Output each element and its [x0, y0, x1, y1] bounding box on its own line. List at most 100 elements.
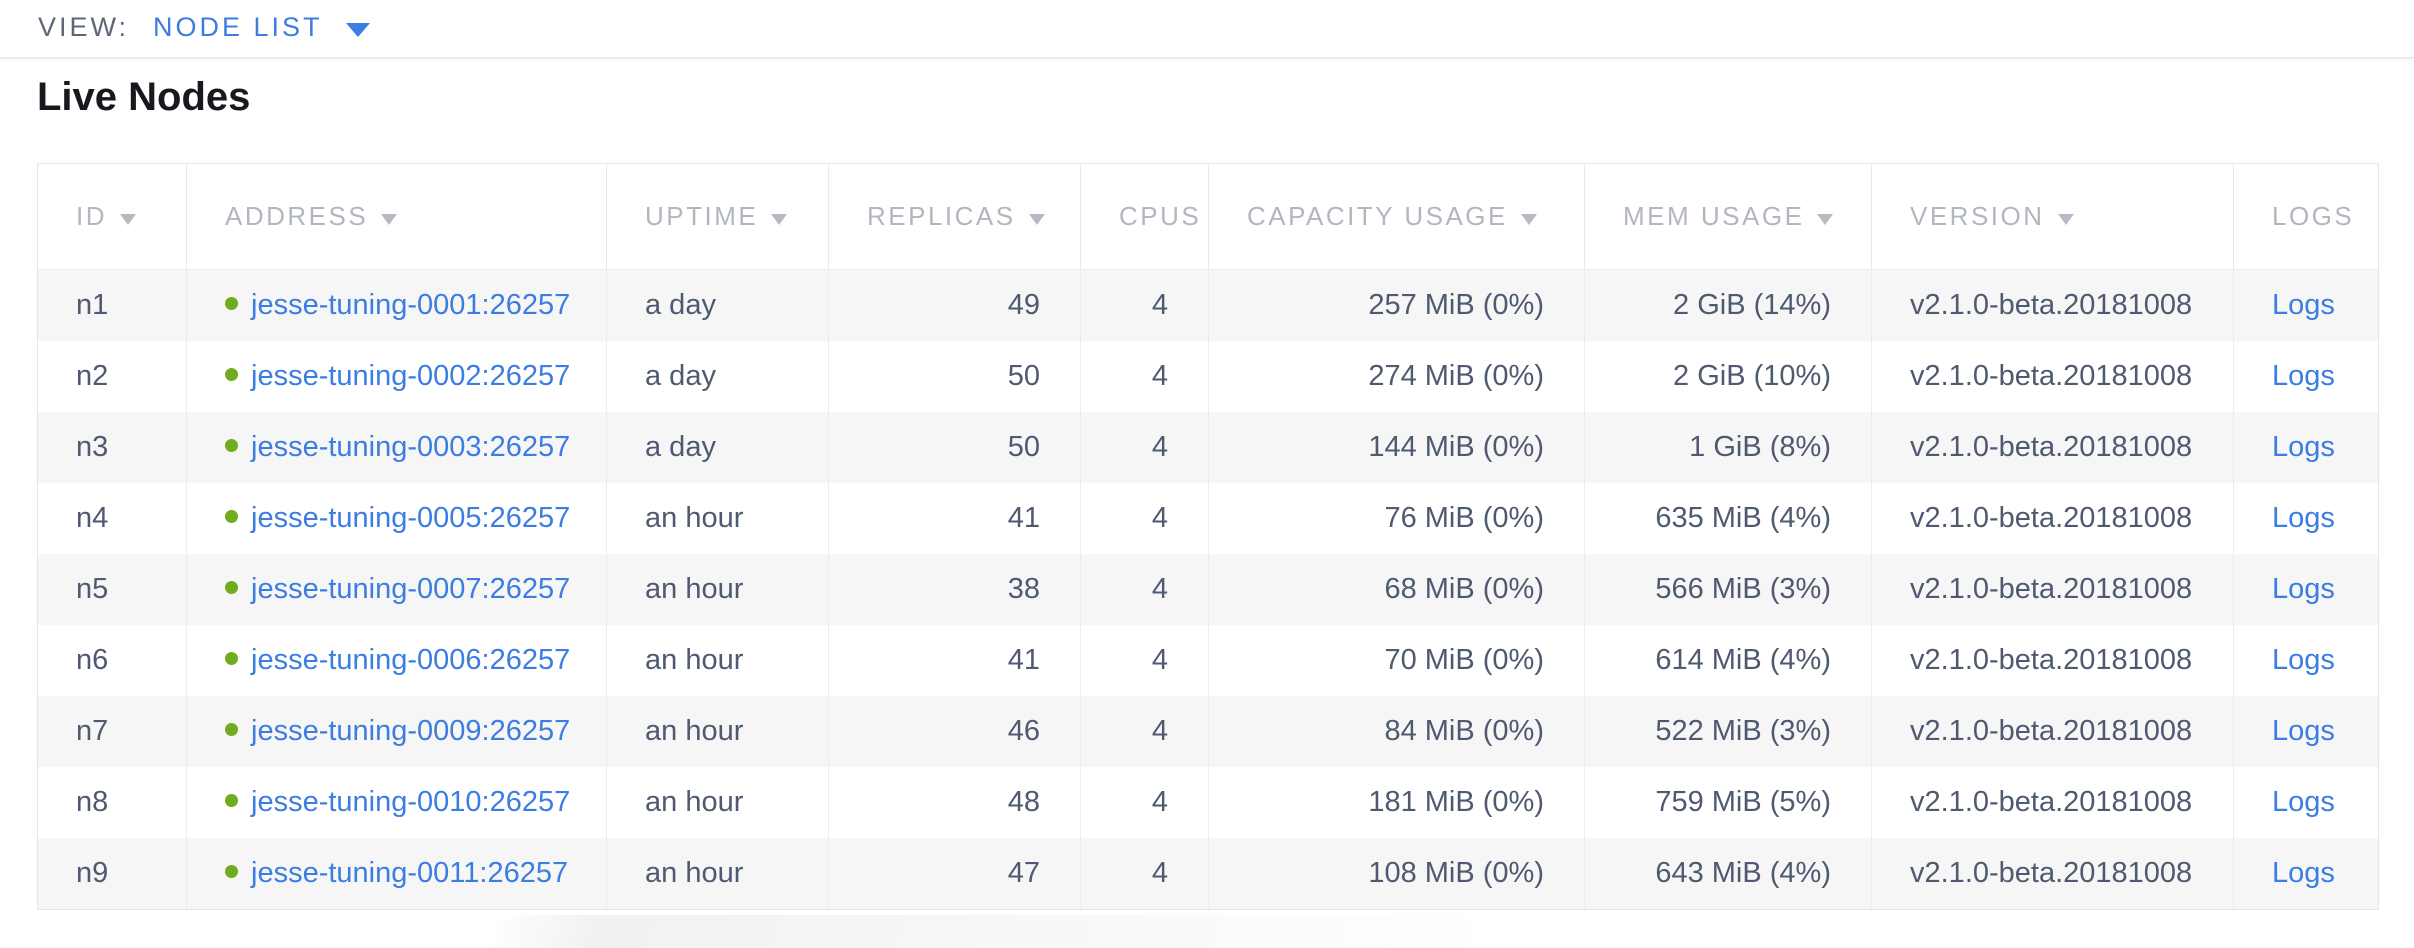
cell-version: v2.1.0-beta.20181008 [1872, 838, 2234, 909]
column-header-label: CAPACITY USAGE [1247, 201, 1508, 231]
logs-link[interactable]: Logs [2272, 857, 2335, 889]
cell-replicas: 48 [829, 767, 1081, 838]
cell-mem: 566 MiB (3%) [1585, 554, 1872, 625]
cell-uptime: an hour [607, 625, 829, 696]
live-nodes-table: ID ADDRESS UPTIME REPLICAS CPUS CAPACITY USAG… [37, 163, 2379, 910]
logs-link[interactable]: Logs [2272, 502, 2335, 534]
cell-uptime: an hour [607, 767, 829, 838]
cell-mem: 522 MiB (3%) [1585, 696, 1872, 767]
column-header-label: MEM USAGE [1623, 201, 1805, 231]
table-row: n5 jesse-tuning-0007:26257 an hour 38 4 68 Mi… [38, 554, 2378, 625]
cell-uptime: an hour [607, 554, 829, 625]
cell-capacity: 76 MiB (0%) [1209, 483, 1585, 554]
column-header-uptime[interactable]: UPTIME [607, 164, 829, 270]
cell-version: v2.1.0-beta.20181008 [1872, 696, 2234, 767]
cell-capacity: 84 MiB (0%) [1209, 696, 1585, 767]
cell-cpus: 4 [1081, 341, 1209, 412]
node-live-status-icon [225, 864, 238, 878]
table-row: n6 jesse-tuning-0006:26257 an hour 41 4 70 Mi… [38, 625, 2378, 696]
node-address-link[interactable]: jesse-tuning-0009:26257 [251, 715, 571, 747]
cell-address: jesse-tuning-0001:26257 [187, 270, 607, 341]
cell-address: jesse-tuning-0002:26257 [187, 341, 607, 412]
cell-logs: Logs [2234, 341, 2378, 412]
sort-arrow-icon [1520, 214, 1537, 225]
column-header-id[interactable]: ID [38, 164, 187, 270]
cell-capacity: 144 MiB (0%) [1209, 412, 1585, 483]
node-live-status-icon [225, 509, 238, 523]
view-label: VIEW: [38, 12, 130, 42]
cell-mem: 635 MiB (4%) [1585, 483, 1872, 554]
logs-link[interactable]: Logs [2272, 573, 2335, 605]
cell-cpus: 4 [1081, 270, 1209, 341]
column-header-replicas[interactable]: REPLICAS [829, 164, 1081, 270]
column-header-label: CPUS [1119, 201, 1202, 231]
table-row: n7 jesse-tuning-0009:26257 an hour 46 4 84 Mi… [38, 696, 2378, 767]
node-address-link[interactable]: jesse-tuning-0002:26257 [251, 360, 571, 392]
cell-uptime: a day [607, 412, 829, 483]
cell-address: jesse-tuning-0005:26257 [187, 483, 607, 554]
node-address-link[interactable]: jesse-tuning-0007:26257 [251, 573, 571, 605]
node-address-link[interactable]: jesse-tuning-0003:26257 [251, 431, 571, 463]
cell-capacity: 68 MiB (0%) [1209, 554, 1585, 625]
table-row: n8 jesse-tuning-0010:26257 an hour 48 4 181 M… [38, 767, 2378, 838]
logs-link[interactable]: Logs [2272, 715, 2335, 747]
node-address-link[interactable]: jesse-tuning-0010:26257 [251, 786, 571, 818]
cell-capacity: 108 MiB (0%) [1209, 838, 1585, 909]
column-header-version[interactable]: VERSION [1872, 164, 2234, 270]
cell-logs: Logs [2234, 483, 2378, 554]
sort-arrow-icon [771, 214, 788, 225]
cell-logs: Logs [2234, 270, 2378, 341]
column-header-address[interactable]: ADDRESS [187, 164, 607, 270]
column-header-label: LOGS [2272, 201, 2355, 231]
nodes-table-body: n1 jesse-tuning-0001:26257 a day 49 4 257 MiB… [38, 270, 2378, 909]
cell-logs: Logs [2234, 838, 2378, 909]
cell-id: n3 [38, 412, 187, 483]
node-address-link[interactable]: jesse-tuning-0011:26257 [251, 857, 569, 889]
sort-arrow-icon [2057, 214, 2074, 225]
column-header-label: REPLICAS [867, 201, 1016, 231]
cell-address: jesse-tuning-0010:26257 [187, 767, 607, 838]
cell-cpus: 4 [1081, 483, 1209, 554]
cell-replicas: 41 [829, 625, 1081, 696]
cell-version: v2.1.0-beta.20181008 [1872, 341, 2234, 412]
node-address-link[interactable]: jesse-tuning-0006:26257 [251, 644, 571, 676]
cell-mem: 1 GiB (8%) [1585, 412, 1872, 483]
cell-cpus: 4 [1081, 696, 1209, 767]
live-nodes-section: Live Nodes ID ADDRESS UPTIME REPLICAS CPUS CA… [0, 73, 2414, 910]
cell-id: n8 [38, 767, 187, 838]
cell-mem: 643 MiB (4%) [1585, 838, 1872, 909]
cell-replicas: 49 [829, 270, 1081, 341]
cell-uptime: a day [607, 341, 829, 412]
cell-replicas: 50 [829, 412, 1081, 483]
cell-logs: Logs [2234, 625, 2378, 696]
column-header-capacity[interactable]: CAPACITY USAGE [1209, 164, 1585, 270]
cell-uptime: an hour [607, 483, 829, 554]
logs-link[interactable]: Logs [2272, 786, 2335, 818]
view-selected-value: NODE LIST [153, 12, 323, 42]
view-dropdown[interactable]: NODE LIST [153, 12, 370, 43]
logs-link[interactable]: Logs [2272, 289, 2335, 321]
table-row: n4 jesse-tuning-0005:26257 an hour 41 4 76 Mi… [38, 483, 2378, 554]
column-header-label: ADDRESS [225, 201, 369, 231]
cell-mem: 2 GiB (14%) [1585, 270, 1872, 341]
column-header-mem[interactable]: MEM USAGE [1585, 164, 1872, 270]
logs-link[interactable]: Logs [2272, 644, 2335, 676]
cell-cpus: 4 [1081, 838, 1209, 909]
logs-link[interactable]: Logs [2272, 431, 2335, 463]
cell-version: v2.1.0-beta.20181008 [1872, 412, 2234, 483]
logs-link[interactable]: Logs [2272, 360, 2335, 392]
cell-logs: Logs [2234, 554, 2378, 625]
column-header-label: UPTIME [645, 201, 759, 231]
node-live-status-icon [225, 367, 238, 381]
cell-uptime: an hour [607, 838, 829, 909]
cell-replicas: 46 [829, 696, 1081, 767]
node-address-link[interactable]: jesse-tuning-0005:26257 [251, 502, 571, 534]
sort-arrow-icon [381, 214, 398, 225]
node-address-link[interactable]: jesse-tuning-0001:26257 [251, 289, 571, 321]
cell-mem: 759 MiB (5%) [1585, 767, 1872, 838]
cell-replicas: 38 [829, 554, 1081, 625]
cell-uptime: an hour [607, 696, 829, 767]
node-live-status-icon [225, 438, 238, 452]
node-live-status-icon [225, 580, 238, 594]
view-bar: VIEW: NODE LIST [0, 0, 2414, 59]
